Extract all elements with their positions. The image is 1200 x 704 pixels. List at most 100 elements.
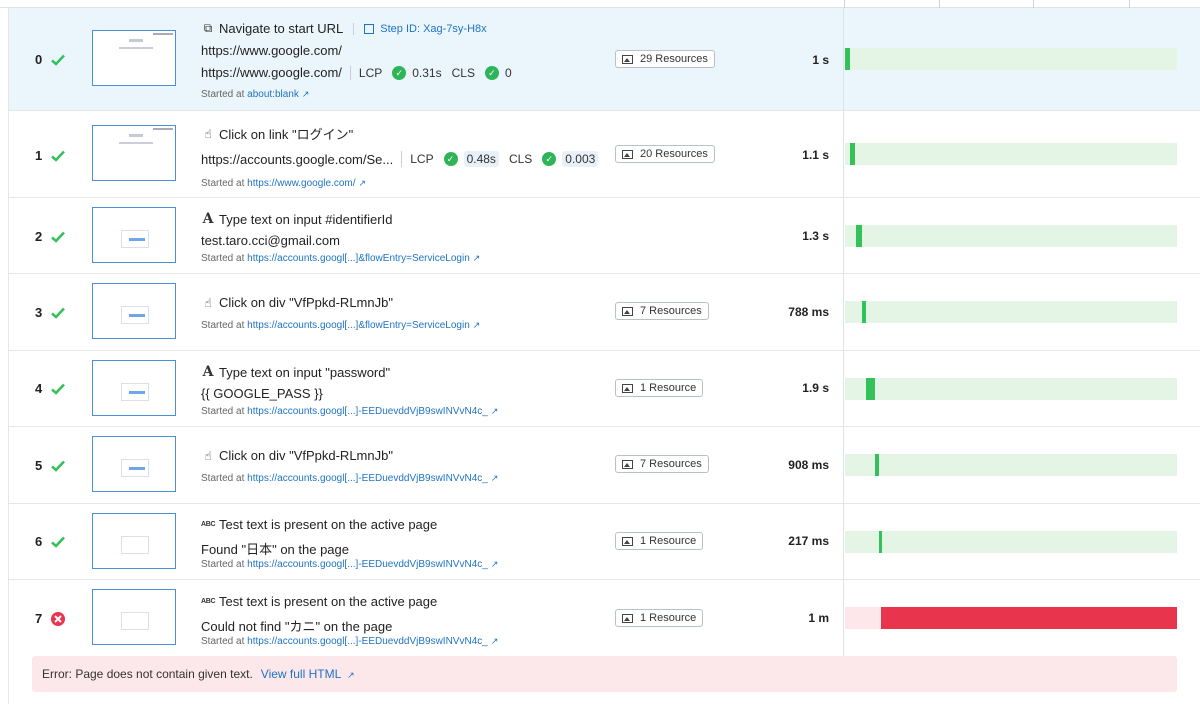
step-screenshot-thumbnail[interactable]	[92, 207, 176, 263]
step-duration: 908 ms	[788, 458, 829, 472]
timeline-track	[845, 531, 1177, 553]
resources-button[interactable]: 1 Resource	[615, 609, 704, 627]
external-link-icon[interactable]: ↗	[490, 559, 499, 569]
started-at-link[interactable]: about:blank	[247, 89, 299, 100]
step-action-label: Type text on input #identifierId	[219, 211, 393, 227]
started-at: Started at https://www.google.com/↗	[201, 178, 367, 189]
click-hand-icon: ☝	[204, 448, 212, 463]
image-icon	[622, 54, 633, 64]
resources-button[interactable]: 7 Resources	[615, 302, 709, 320]
timeline-bar[interactable]	[879, 531, 882, 553]
web-vitals: LCP ✓ 0.48s CLS ✓ 0.003	[401, 151, 608, 167]
step-action: A Type text on input #identifierId	[201, 211, 393, 227]
step-screenshot-thumbnail[interactable]	[92, 360, 176, 416]
step-duration: 1.3 s	[802, 229, 829, 243]
step-row-1[interactable]: 1 ☝ Click on link "ログイン" https://account…	[9, 111, 1200, 198]
external-link-icon[interactable]: ↗	[490, 473, 499, 483]
step-action-label: Click on div "VfPpkd-RLmnJb"	[219, 295, 393, 310]
success-check-icon	[50, 534, 66, 550]
check-circle-icon: ✓	[443, 152, 458, 166]
resources-button[interactable]: 20 Resources	[615, 145, 715, 163]
cls-label: CLS	[451, 65, 475, 80]
step-row-6[interactable]: 6 ABC Test text is present on the active…	[9, 504, 1200, 580]
step-index: 6	[35, 534, 43, 549]
external-link-icon[interactable]: ↗	[490, 406, 499, 416]
abc-check-icon: ABC	[201, 598, 216, 605]
started-at: Started at https://accounts.googl[...]-E…	[201, 473, 499, 484]
success-check-icon	[50, 148, 66, 164]
step-url: https://www.google.com/	[201, 65, 342, 80]
step-row-4[interactable]: 4 A Type text on input "password" {{ GOO…	[9, 351, 1200, 427]
step-row-0[interactable]: 0 ⧉ Navigate to start URL Step ID: Xag-7…	[9, 8, 1200, 111]
external-link-icon[interactable]: ↗	[490, 636, 499, 646]
timeline-divider	[843, 8, 844, 656]
step-action-label: Type text on input "password"	[219, 364, 391, 380]
step-screenshot-thumbnail[interactable]	[92, 283, 176, 339]
step-duration: 1.9 s	[802, 381, 829, 395]
resources-button[interactable]: 1 Resource	[615, 379, 704, 397]
step-row-3[interactable]: 3 ☝ Click on div "VfPpkd-RLmnJb" Started…	[9, 274, 1200, 351]
cls-value: 0	[504, 65, 512, 80]
external-link-icon[interactable]: ↗	[472, 320, 481, 330]
step-screenshot-thumbnail[interactable]	[92, 513, 176, 569]
step-action-label: Navigate to start URL	[219, 21, 344, 36]
step-screenshot-thumbnail[interactable]	[92, 125, 176, 181]
step-action: ABC Test text is present on the active p…	[201, 594, 437, 609]
step-value: Could not find "カニ" on the page	[201, 619, 393, 634]
image-icon	[622, 459, 633, 469]
timeline-track	[845, 607, 1177, 629]
step-index: 0	[35, 52, 43, 67]
success-check-icon	[50, 458, 66, 474]
resources-button[interactable]: 1 Resource	[615, 532, 704, 550]
external-link-icon: ↗	[347, 670, 355, 680]
timeline-tick	[1129, 0, 1130, 8]
started-at-link[interactable]: https://accounts.googl[...]&flowEntry=Se…	[247, 320, 470, 331]
timeline-track	[845, 301, 1177, 323]
step-screenshot-thumbnail[interactable]	[92, 589, 176, 645]
step-index: 5	[35, 458, 43, 473]
step-id-copy-button[interactable]: Step ID: Xag-7sy-H8x	[353, 22, 487, 35]
steps-table: 0 ⧉ Navigate to start URL Step ID: Xag-7…	[8, 8, 1200, 704]
step-duration: 1 m	[808, 611, 829, 625]
check-circle-icon: ✓	[542, 152, 557, 166]
external-link-icon[interactable]: ↗	[472, 253, 481, 263]
step-row-7[interactable]: 7 ABC Test text is present on the active…	[9, 580, 1200, 704]
external-link-icon[interactable]: ↗	[301, 89, 310, 99]
step-row-5[interactable]: 5 ☝ Click on div "VfPpkd-RLmnJb" Started…	[9, 427, 1200, 504]
timeline-bar[interactable]	[866, 378, 875, 400]
timeline-bar[interactable]	[875, 454, 879, 476]
step-url: https://accounts.google.com/Se...	[201, 151, 394, 167]
resources-button[interactable]: 29 Resources	[615, 50, 715, 68]
success-check-icon	[50, 229, 66, 245]
started-at-link[interactable]: https://www.google.com/	[247, 178, 356, 189]
started-at-link[interactable]: https://accounts.googl[...]-EEDuevddVjB9…	[247, 559, 488, 570]
type-text-icon: A	[202, 364, 214, 380]
timeline-bar[interactable]	[881, 607, 1177, 629]
timeline-bar[interactable]	[862, 301, 866, 323]
step-screenshot-thumbnail[interactable]	[92, 436, 176, 492]
view-full-html-link[interactable]: View full HTML ↗	[260, 667, 355, 681]
cls-label: CLS	[508, 152, 533, 166]
started-at-link[interactable]: https://accounts.googl[...]-EEDuevddVjB9…	[247, 406, 488, 417]
step-duration: 788 ms	[788, 305, 829, 319]
started-at: Started at about:blank ↗	[201, 89, 310, 100]
step-duration: 1.1 s	[802, 148, 829, 162]
started-at-link[interactable]: https://accounts.googl[...]&flowEntry=Se…	[247, 253, 470, 264]
image-icon	[622, 613, 633, 623]
success-check-icon	[50, 381, 66, 397]
step-row-2[interactable]: 2 A Type text on input #identifierId tes…	[9, 198, 1200, 274]
timeline-bar[interactable]	[845, 48, 850, 70]
check-circle-icon: ✓	[392, 65, 407, 80]
external-link-icon[interactable]: ↗	[358, 178, 367, 188]
timeline-bar[interactable]	[850, 143, 855, 165]
check-circle-icon: ✓	[484, 65, 499, 80]
lcp-value: 0.31s	[412, 65, 442, 80]
step-url-metrics: https://www.google.com/ LCP ✓ 0.31s CLS …	[201, 65, 512, 80]
step-screenshot-thumbnail[interactable]	[92, 30, 176, 86]
step-action: ☝ Click on div "VfPpkd-RLmnJb"	[201, 295, 393, 310]
resources-button[interactable]: 7 Resources	[615, 455, 709, 473]
started-at-link[interactable]: https://accounts.googl[...]-EEDuevddVjB9…	[247, 473, 488, 484]
started-at-link[interactable]: https://accounts.googl[...]-EEDuevddVjB9…	[247, 636, 488, 647]
timeline-bar[interactable]	[856, 225, 862, 247]
image-icon	[622, 306, 633, 316]
